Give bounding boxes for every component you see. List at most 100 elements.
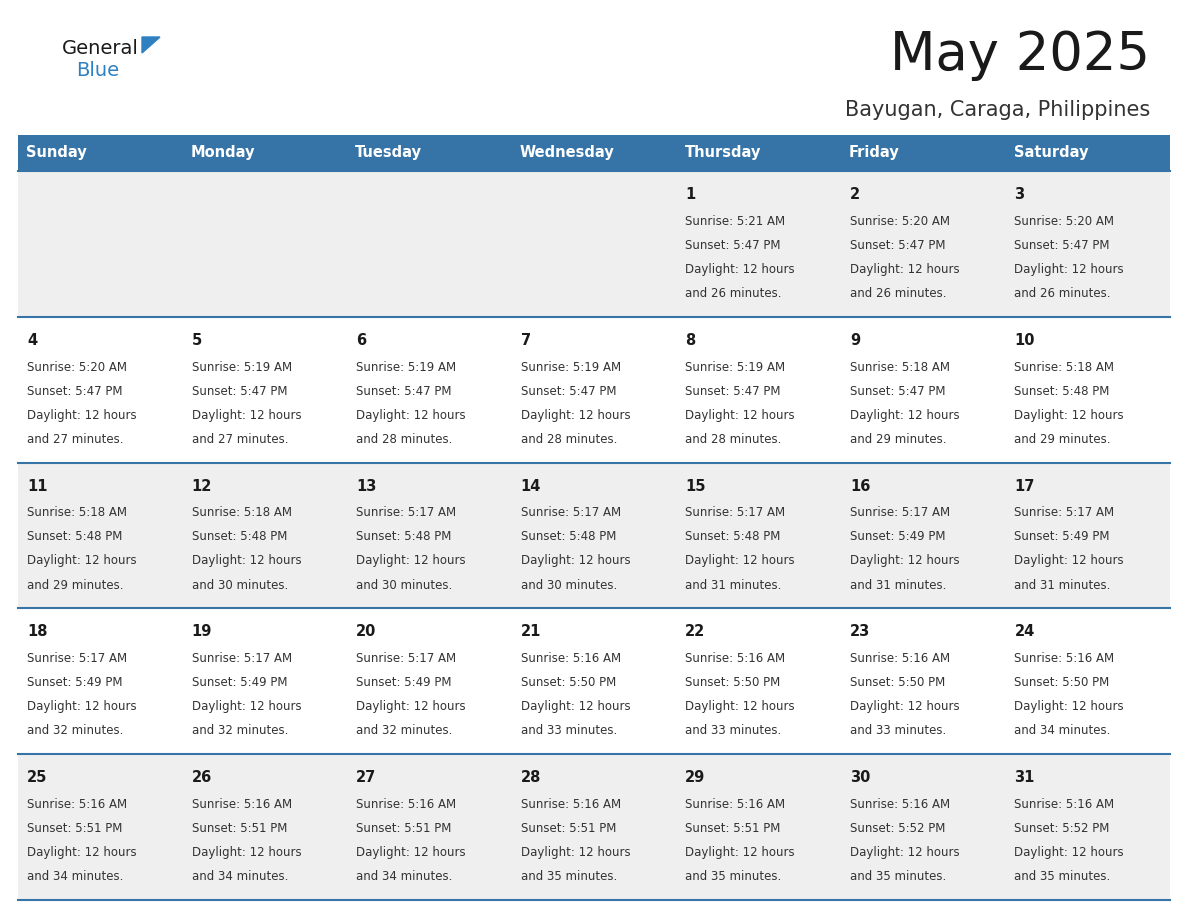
Text: Sunset: 5:49 PM: Sunset: 5:49 PM	[356, 677, 451, 689]
Text: and 33 minutes.: and 33 minutes.	[685, 724, 782, 737]
Text: and 33 minutes.: and 33 minutes.	[849, 724, 946, 737]
Text: and 35 minutes.: and 35 minutes.	[685, 870, 782, 883]
Text: Friday: Friday	[849, 145, 899, 161]
Bar	[512, 463, 676, 609]
Text: Daylight: 12 hours: Daylight: 12 hours	[1015, 554, 1124, 567]
Text: 26: 26	[191, 770, 211, 785]
Text: 24: 24	[1015, 624, 1035, 640]
Text: Sunset: 5:50 PM: Sunset: 5:50 PM	[849, 677, 946, 689]
Text: Sunrise: 5:19 AM: Sunrise: 5:19 AM	[685, 361, 785, 374]
Text: and 28 minutes.: and 28 minutes.	[520, 432, 617, 446]
Text: Daylight: 12 hours: Daylight: 12 hours	[520, 700, 631, 713]
Text: Sunset: 5:47 PM: Sunset: 5:47 PM	[685, 239, 781, 252]
Text: Sunset: 5:49 PM: Sunset: 5:49 PM	[27, 677, 122, 689]
Text: Sunset: 5:51 PM: Sunset: 5:51 PM	[685, 822, 781, 835]
Text: Sunday: Sunday	[26, 145, 87, 161]
Text: Sunrise: 5:19 AM: Sunrise: 5:19 AM	[356, 361, 456, 374]
Text: Sunrise: 5:20 AM: Sunrise: 5:20 AM	[1015, 215, 1114, 228]
Text: 21: 21	[520, 624, 542, 640]
Bar	[1005, 317, 1170, 463]
Bar	[512, 755, 676, 900]
Text: 31: 31	[1015, 770, 1035, 785]
Text: Sunrise: 5:19 AM: Sunrise: 5:19 AM	[520, 361, 621, 374]
Text: and 31 minutes.: and 31 minutes.	[849, 578, 947, 591]
Text: Sunrise: 5:19 AM: Sunrise: 5:19 AM	[191, 361, 292, 374]
Text: Sunrise: 5:20 AM: Sunrise: 5:20 AM	[27, 361, 127, 374]
Text: Sunset: 5:47 PM: Sunset: 5:47 PM	[685, 385, 781, 397]
Bar	[676, 317, 841, 463]
Text: and 30 minutes.: and 30 minutes.	[520, 578, 617, 591]
Bar	[347, 317, 512, 463]
Text: Sunrise: 5:17 AM: Sunrise: 5:17 AM	[356, 507, 456, 520]
Text: and 33 minutes.: and 33 minutes.	[520, 724, 617, 737]
Text: Daylight: 12 hours: Daylight: 12 hours	[849, 846, 960, 859]
Text: Daylight: 12 hours: Daylight: 12 hours	[849, 263, 960, 275]
Bar	[347, 609, 512, 755]
Text: Sunset: 5:49 PM: Sunset: 5:49 PM	[849, 531, 946, 543]
Text: and 34 minutes.: and 34 minutes.	[27, 870, 124, 883]
Bar	[347, 171, 512, 317]
Text: 8: 8	[685, 333, 696, 348]
Text: Sunrise: 5:18 AM: Sunrise: 5:18 AM	[1015, 361, 1114, 374]
Text: and 26 minutes.: and 26 minutes.	[849, 287, 947, 300]
Bar	[347, 463, 512, 609]
Text: Daylight: 12 hours: Daylight: 12 hours	[356, 700, 466, 713]
Bar	[347, 135, 512, 171]
Text: Saturday: Saturday	[1013, 145, 1088, 161]
Bar	[183, 317, 347, 463]
Bar	[18, 609, 183, 755]
Text: Daylight: 12 hours: Daylight: 12 hours	[849, 554, 960, 567]
Text: Sunset: 5:51 PM: Sunset: 5:51 PM	[27, 822, 122, 835]
Bar	[18, 755, 183, 900]
Text: and 26 minutes.: and 26 minutes.	[1015, 287, 1111, 300]
Text: 19: 19	[191, 624, 211, 640]
Text: 30: 30	[849, 770, 871, 785]
Text: 6: 6	[356, 333, 366, 348]
Text: Daylight: 12 hours: Daylight: 12 hours	[191, 846, 302, 859]
Text: and 30 minutes.: and 30 minutes.	[191, 578, 287, 591]
Text: Daylight: 12 hours: Daylight: 12 hours	[520, 409, 631, 421]
Text: Sunrise: 5:16 AM: Sunrise: 5:16 AM	[1015, 652, 1114, 666]
Text: and 32 minutes.: and 32 minutes.	[27, 724, 124, 737]
Bar	[1005, 755, 1170, 900]
Text: and 26 minutes.: and 26 minutes.	[685, 287, 782, 300]
Text: Sunrise: 5:16 AM: Sunrise: 5:16 AM	[191, 798, 292, 811]
Text: Daylight: 12 hours: Daylight: 12 hours	[849, 409, 960, 421]
Bar	[183, 171, 347, 317]
Text: Sunset: 5:48 PM: Sunset: 5:48 PM	[1015, 385, 1110, 397]
Text: Sunset: 5:47 PM: Sunset: 5:47 PM	[849, 385, 946, 397]
Text: Sunrise: 5:16 AM: Sunrise: 5:16 AM	[520, 652, 621, 666]
Bar	[18, 135, 183, 171]
Text: Sunset: 5:51 PM: Sunset: 5:51 PM	[356, 822, 451, 835]
Text: and 27 minutes.: and 27 minutes.	[191, 432, 289, 446]
Text: 10: 10	[1015, 333, 1035, 348]
Text: Sunrise: 5:16 AM: Sunrise: 5:16 AM	[685, 652, 785, 666]
Text: Sunrise: 5:17 AM: Sunrise: 5:17 AM	[685, 507, 785, 520]
Text: Daylight: 12 hours: Daylight: 12 hours	[191, 700, 302, 713]
Text: and 32 minutes.: and 32 minutes.	[356, 724, 453, 737]
Text: and 29 minutes.: and 29 minutes.	[849, 432, 947, 446]
Text: Daylight: 12 hours: Daylight: 12 hours	[849, 700, 960, 713]
Text: and 34 minutes.: and 34 minutes.	[356, 870, 453, 883]
Text: Sunset: 5:48 PM: Sunset: 5:48 PM	[191, 531, 287, 543]
Text: Daylight: 12 hours: Daylight: 12 hours	[27, 409, 137, 421]
Bar	[512, 317, 676, 463]
Bar	[676, 463, 841, 609]
Text: Sunset: 5:51 PM: Sunset: 5:51 PM	[520, 822, 617, 835]
Text: and 30 minutes.: and 30 minutes.	[356, 578, 453, 591]
Text: 23: 23	[849, 624, 870, 640]
Text: Sunset: 5:47 PM: Sunset: 5:47 PM	[191, 385, 287, 397]
Text: 25: 25	[27, 770, 48, 785]
Polygon shape	[143, 37, 160, 53]
Text: and 31 minutes.: and 31 minutes.	[685, 578, 782, 591]
Text: Sunrise: 5:16 AM: Sunrise: 5:16 AM	[27, 798, 127, 811]
Text: Sunrise: 5:17 AM: Sunrise: 5:17 AM	[520, 507, 621, 520]
Text: Daylight: 12 hours: Daylight: 12 hours	[1015, 263, 1124, 275]
Text: General: General	[62, 39, 139, 58]
Text: 14: 14	[520, 478, 542, 494]
Bar	[841, 171, 1005, 317]
Bar	[676, 609, 841, 755]
Bar	[841, 135, 1005, 171]
Text: 9: 9	[849, 333, 860, 348]
Text: Daylight: 12 hours: Daylight: 12 hours	[191, 554, 302, 567]
